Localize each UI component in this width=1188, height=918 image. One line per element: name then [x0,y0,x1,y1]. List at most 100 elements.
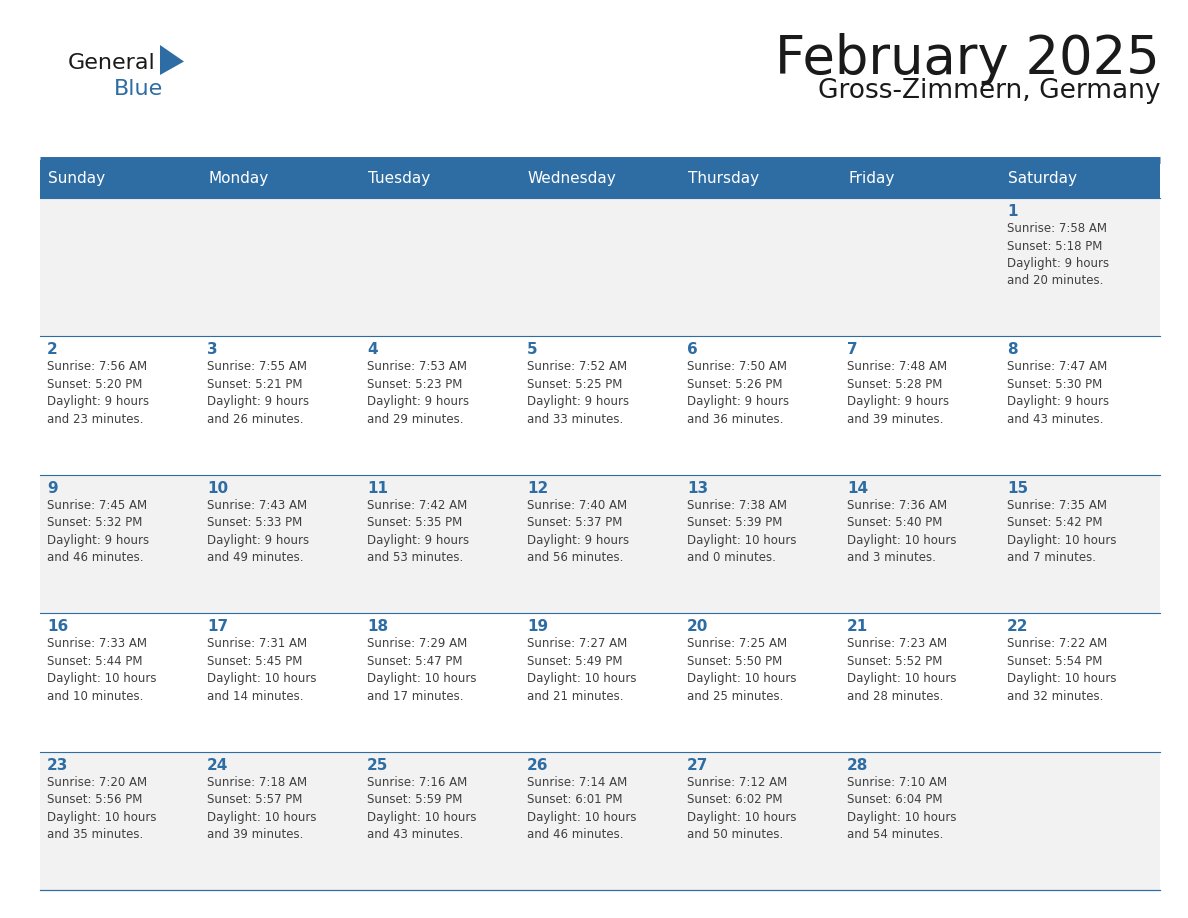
Text: 24: 24 [207,757,228,773]
Text: 27: 27 [687,757,708,773]
Text: 25: 25 [367,757,388,773]
Bar [520,336,680,475]
Bar [840,475,1000,613]
Bar [360,198,520,336]
Bar [200,613,360,752]
Text: 2: 2 [48,342,58,357]
Bar [200,336,360,475]
Text: Sunrise: 7:50 AM
Sunset: 5:26 PM
Daylight: 9 hours
and 36 minutes.: Sunrise: 7:50 AM Sunset: 5:26 PM Dayligh… [687,361,789,426]
Bar [360,336,520,475]
Text: Sunrise: 7:35 AM
Sunset: 5:42 PM
Daylight: 10 hours
and 7 minutes.: Sunrise: 7:35 AM Sunset: 5:42 PM Dayligh… [1007,498,1117,565]
Text: 8: 8 [1007,342,1018,357]
Text: Sunrise: 7:40 AM
Sunset: 5:37 PM
Daylight: 9 hours
and 56 minutes.: Sunrise: 7:40 AM Sunset: 5:37 PM Dayligh… [527,498,630,565]
Text: 14: 14 [847,481,868,496]
Bar [680,613,840,752]
Text: 15: 15 [1007,481,1028,496]
Bar [840,613,1000,752]
Bar [1000,198,1159,336]
Bar [680,752,840,890]
Text: Sunrise: 7:53 AM
Sunset: 5:23 PM
Daylight: 9 hours
and 29 minutes.: Sunrise: 7:53 AM Sunset: 5:23 PM Dayligh… [367,361,469,426]
Text: Blue: Blue [114,79,163,99]
Bar [1000,613,1159,752]
Text: 18: 18 [367,620,388,634]
Text: Saturday: Saturday [1007,172,1078,186]
Text: General: General [68,53,156,73]
Bar [680,475,840,613]
Bar [40,198,200,336]
Bar [200,475,360,613]
Bar [360,752,520,890]
Text: Tuesday: Tuesday [368,172,430,186]
Text: Sunrise: 7:48 AM
Sunset: 5:28 PM
Daylight: 9 hours
and 39 minutes.: Sunrise: 7:48 AM Sunset: 5:28 PM Dayligh… [847,361,949,426]
Text: 10: 10 [207,481,228,496]
Bar [200,752,360,890]
Bar [40,752,200,890]
Bar [40,336,200,475]
Text: 6: 6 [687,342,697,357]
Text: Sunrise: 7:43 AM
Sunset: 5:33 PM
Daylight: 9 hours
and 49 minutes.: Sunrise: 7:43 AM Sunset: 5:33 PM Dayligh… [207,498,309,565]
Text: Sunrise: 7:42 AM
Sunset: 5:35 PM
Daylight: 9 hours
and 53 minutes.: Sunrise: 7:42 AM Sunset: 5:35 PM Dayligh… [367,498,469,565]
Bar [680,336,840,475]
Text: Sunrise: 7:31 AM
Sunset: 5:45 PM
Daylight: 10 hours
and 14 minutes.: Sunrise: 7:31 AM Sunset: 5:45 PM Dayligh… [207,637,316,702]
Text: 13: 13 [687,481,708,496]
Text: Sunrise: 7:47 AM
Sunset: 5:30 PM
Daylight: 9 hours
and 43 minutes.: Sunrise: 7:47 AM Sunset: 5:30 PM Dayligh… [1007,361,1110,426]
Text: 19: 19 [527,620,548,634]
Bar [40,475,200,613]
Text: 7: 7 [847,342,858,357]
Text: Friday: Friday [848,172,895,186]
Bar [360,613,520,752]
Bar [40,160,1159,198]
Text: Sunrise: 7:38 AM
Sunset: 5:39 PM
Daylight: 10 hours
and 0 minutes.: Sunrise: 7:38 AM Sunset: 5:39 PM Dayligh… [687,498,796,565]
Text: Sunrise: 7:20 AM
Sunset: 5:56 PM
Daylight: 10 hours
and 35 minutes.: Sunrise: 7:20 AM Sunset: 5:56 PM Dayligh… [48,776,157,841]
Text: Monday: Monday [208,172,268,186]
Text: Sunrise: 7:27 AM
Sunset: 5:49 PM
Daylight: 10 hours
and 21 minutes.: Sunrise: 7:27 AM Sunset: 5:49 PM Dayligh… [527,637,637,702]
Bar [200,198,360,336]
Text: Sunrise: 7:12 AM
Sunset: 6:02 PM
Daylight: 10 hours
and 50 minutes.: Sunrise: 7:12 AM Sunset: 6:02 PM Dayligh… [687,776,796,841]
Bar [1000,336,1159,475]
Bar [520,475,680,613]
Text: Sunrise: 7:16 AM
Sunset: 5:59 PM
Daylight: 10 hours
and 43 minutes.: Sunrise: 7:16 AM Sunset: 5:59 PM Dayligh… [367,776,476,841]
Text: Sunrise: 7:52 AM
Sunset: 5:25 PM
Daylight: 9 hours
and 33 minutes.: Sunrise: 7:52 AM Sunset: 5:25 PM Dayligh… [527,361,630,426]
Text: Sunday: Sunday [48,172,105,186]
Text: 1: 1 [1007,204,1017,219]
Bar [520,613,680,752]
Bar [520,198,680,336]
Text: Wednesday: Wednesday [527,172,617,186]
Text: 5: 5 [527,342,538,357]
Text: 12: 12 [527,481,548,496]
Bar [840,198,1000,336]
Polygon shape [160,45,184,75]
Bar [840,336,1000,475]
Text: 26: 26 [527,757,549,773]
Text: February 2025: February 2025 [776,33,1159,85]
Bar [40,613,200,752]
Text: 21: 21 [847,620,868,634]
Text: Sunrise: 7:10 AM
Sunset: 6:04 PM
Daylight: 10 hours
and 54 minutes.: Sunrise: 7:10 AM Sunset: 6:04 PM Dayligh… [847,776,956,841]
Text: Sunrise: 7:14 AM
Sunset: 6:01 PM
Daylight: 10 hours
and 46 minutes.: Sunrise: 7:14 AM Sunset: 6:01 PM Dayligh… [527,776,637,841]
Text: 16: 16 [48,620,68,634]
Text: Sunrise: 7:45 AM
Sunset: 5:32 PM
Daylight: 9 hours
and 46 minutes.: Sunrise: 7:45 AM Sunset: 5:32 PM Dayligh… [48,498,150,565]
Text: Sunrise: 7:36 AM
Sunset: 5:40 PM
Daylight: 10 hours
and 3 minutes.: Sunrise: 7:36 AM Sunset: 5:40 PM Dayligh… [847,498,956,565]
Bar [520,752,680,890]
Bar [1000,752,1159,890]
Text: 23: 23 [48,757,69,773]
Text: Sunrise: 7:18 AM
Sunset: 5:57 PM
Daylight: 10 hours
and 39 minutes.: Sunrise: 7:18 AM Sunset: 5:57 PM Dayligh… [207,776,316,841]
Text: 9: 9 [48,481,58,496]
Bar [680,198,840,336]
Text: Thursday: Thursday [688,172,759,186]
Text: 20: 20 [687,620,708,634]
Text: Gross-Zimmern, Germany: Gross-Zimmern, Germany [817,78,1159,104]
Text: 17: 17 [207,620,228,634]
Bar [1000,475,1159,613]
Text: 4: 4 [367,342,378,357]
Text: 22: 22 [1007,620,1029,634]
Text: Sunrise: 7:55 AM
Sunset: 5:21 PM
Daylight: 9 hours
and 26 minutes.: Sunrise: 7:55 AM Sunset: 5:21 PM Dayligh… [207,361,309,426]
Text: Sunrise: 7:58 AM
Sunset: 5:18 PM
Daylight: 9 hours
and 20 minutes.: Sunrise: 7:58 AM Sunset: 5:18 PM Dayligh… [1007,222,1110,287]
Bar [360,475,520,613]
Text: Sunrise: 7:22 AM
Sunset: 5:54 PM
Daylight: 10 hours
and 32 minutes.: Sunrise: 7:22 AM Sunset: 5:54 PM Dayligh… [1007,637,1117,702]
Text: Sunrise: 7:23 AM
Sunset: 5:52 PM
Daylight: 10 hours
and 28 minutes.: Sunrise: 7:23 AM Sunset: 5:52 PM Dayligh… [847,637,956,702]
Bar [840,752,1000,890]
Text: Sunrise: 7:56 AM
Sunset: 5:20 PM
Daylight: 9 hours
and 23 minutes.: Sunrise: 7:56 AM Sunset: 5:20 PM Dayligh… [48,361,150,426]
Text: 3: 3 [207,342,217,357]
Text: 11: 11 [367,481,388,496]
